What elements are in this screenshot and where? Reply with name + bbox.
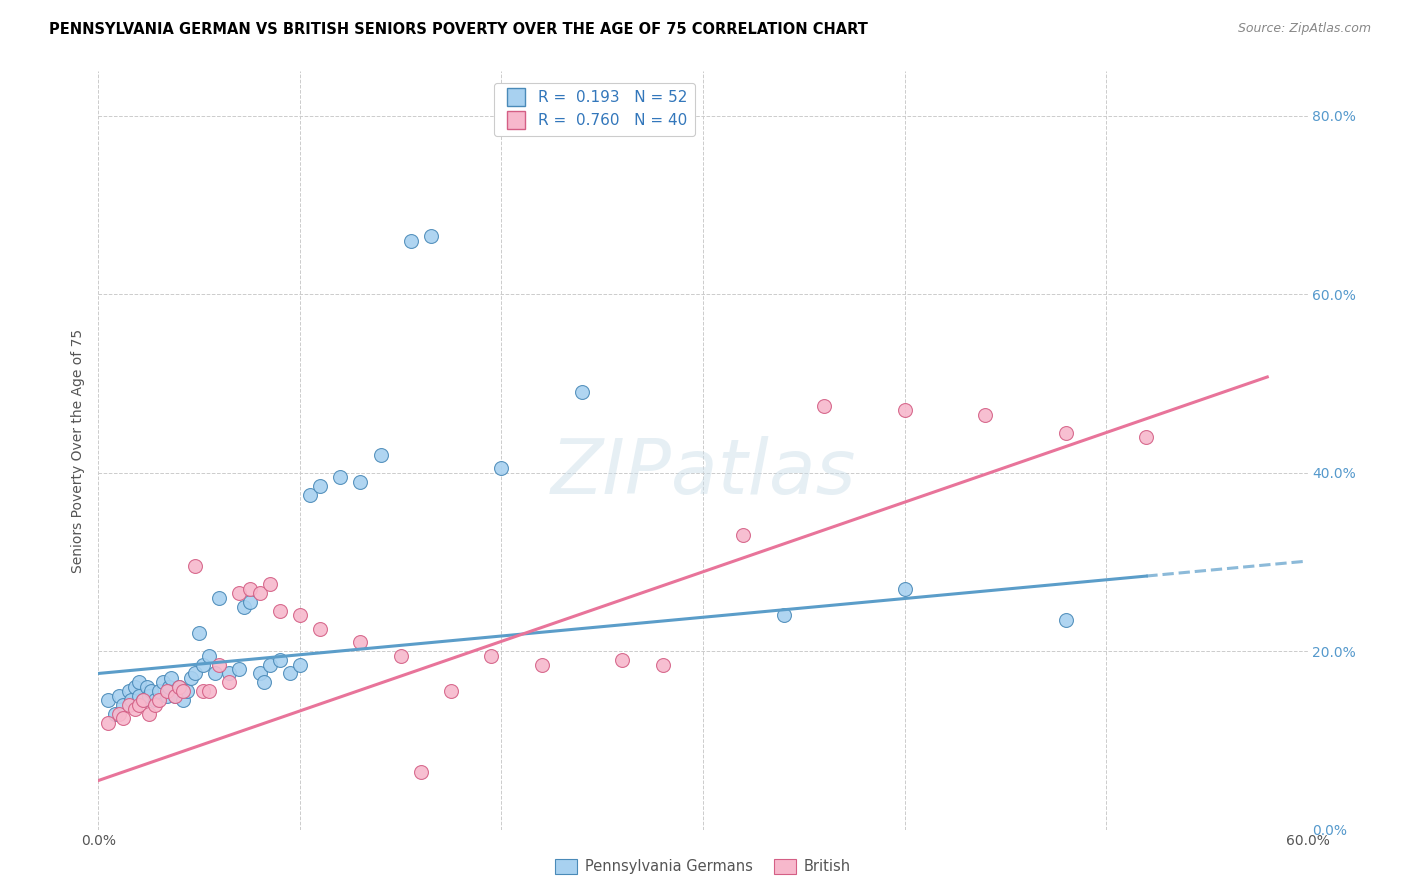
Point bbox=[193, 657, 215, 672]
Point bbox=[184, 559, 207, 574]
Point bbox=[128, 698, 150, 712]
Point bbox=[97, 715, 120, 730]
Point bbox=[491, 461, 513, 475]
Point bbox=[184, 666, 207, 681]
Point bbox=[249, 666, 271, 681]
Point bbox=[1135, 430, 1157, 444]
Point bbox=[148, 693, 170, 707]
Point bbox=[111, 711, 134, 725]
Point bbox=[288, 657, 311, 672]
Point bbox=[733, 528, 755, 542]
Point bbox=[167, 680, 190, 694]
Point bbox=[120, 693, 142, 707]
Point bbox=[118, 698, 141, 712]
Point bbox=[232, 599, 254, 614]
Point bbox=[198, 648, 221, 663]
Point bbox=[156, 684, 179, 698]
Point bbox=[143, 698, 166, 712]
Point bbox=[530, 657, 553, 672]
Point bbox=[249, 586, 271, 600]
Y-axis label: Seniors Poverty Over the Age of 75: Seniors Poverty Over the Age of 75 bbox=[72, 328, 86, 573]
Legend: Pennsylvania Germans, British: Pennsylvania Germans, British bbox=[550, 853, 856, 880]
Point bbox=[132, 693, 155, 707]
Point bbox=[128, 689, 150, 703]
Point bbox=[148, 684, 170, 698]
Point bbox=[180, 671, 202, 685]
Point bbox=[128, 675, 150, 690]
Point bbox=[228, 586, 250, 600]
Point bbox=[204, 666, 226, 681]
Point bbox=[299, 488, 322, 502]
Point bbox=[124, 680, 146, 694]
Point bbox=[481, 648, 503, 663]
Point bbox=[278, 666, 301, 681]
Point bbox=[309, 479, 332, 493]
Point bbox=[176, 684, 198, 698]
Point bbox=[1054, 613, 1077, 627]
Point bbox=[208, 657, 231, 672]
Point bbox=[138, 689, 160, 703]
Point bbox=[893, 582, 915, 596]
Point bbox=[193, 684, 215, 698]
Point bbox=[208, 591, 231, 605]
Point bbox=[269, 653, 291, 667]
Point bbox=[103, 706, 125, 721]
Point bbox=[974, 408, 997, 422]
Point bbox=[218, 666, 240, 681]
Text: PENNSYLVANIA GERMAN VS BRITISH SENIORS POVERTY OVER THE AGE OF 75 CORRELATION CH: PENNSYLVANIA GERMAN VS BRITISH SENIORS P… bbox=[49, 22, 868, 37]
Point bbox=[893, 403, 915, 417]
Point bbox=[156, 689, 179, 703]
Point bbox=[259, 657, 281, 672]
Point bbox=[163, 689, 186, 703]
Point bbox=[132, 693, 155, 707]
Point bbox=[139, 684, 162, 698]
Point bbox=[651, 657, 673, 672]
Point bbox=[97, 693, 120, 707]
Point bbox=[143, 693, 166, 707]
Point bbox=[107, 706, 129, 721]
Point bbox=[259, 577, 281, 591]
Point bbox=[772, 608, 794, 623]
Point bbox=[228, 662, 250, 676]
Point bbox=[111, 698, 134, 712]
Point bbox=[239, 582, 262, 596]
Point bbox=[349, 475, 371, 489]
Point bbox=[138, 706, 160, 721]
Point bbox=[813, 399, 835, 413]
Text: Source: ZipAtlas.com: Source: ZipAtlas.com bbox=[1237, 22, 1371, 36]
Point bbox=[157, 680, 180, 694]
Text: ZIPatlas: ZIPatlas bbox=[550, 436, 856, 510]
Point bbox=[370, 448, 392, 462]
Point bbox=[188, 626, 211, 640]
Point bbox=[172, 693, 194, 707]
Point bbox=[160, 671, 183, 685]
Point bbox=[152, 675, 174, 690]
Point bbox=[218, 675, 240, 690]
Point bbox=[118, 684, 141, 698]
Point bbox=[349, 635, 371, 649]
Point bbox=[107, 689, 129, 703]
Legend: R =  0.193   N = 52, R =  0.760   N = 40: R = 0.193 N = 52, R = 0.760 N = 40 bbox=[494, 83, 695, 136]
Point bbox=[420, 229, 443, 244]
Point bbox=[309, 622, 332, 636]
Point bbox=[440, 684, 463, 698]
Point bbox=[1054, 425, 1077, 440]
Point bbox=[571, 385, 593, 400]
Point bbox=[399, 234, 422, 248]
Point bbox=[409, 764, 432, 779]
Point bbox=[253, 675, 276, 690]
Point bbox=[329, 470, 352, 484]
Point bbox=[288, 608, 311, 623]
Point bbox=[135, 680, 157, 694]
Point bbox=[124, 702, 146, 716]
Point bbox=[172, 684, 194, 698]
Point bbox=[163, 689, 186, 703]
Point bbox=[269, 604, 291, 618]
Point bbox=[239, 595, 262, 609]
Point bbox=[612, 653, 634, 667]
Point bbox=[389, 648, 412, 663]
Point bbox=[167, 680, 190, 694]
Point bbox=[198, 684, 221, 698]
